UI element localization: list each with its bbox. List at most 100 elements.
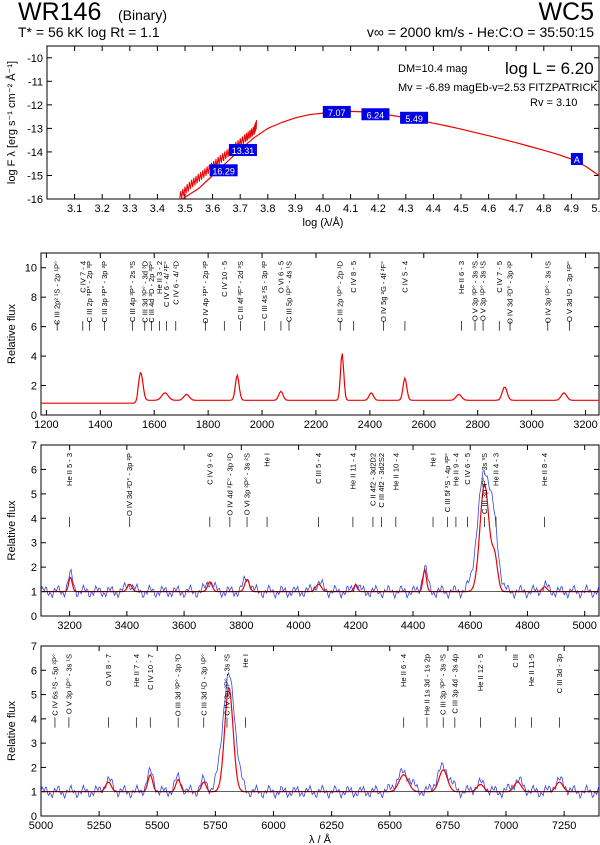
line-id-label: O V 3p ¹P° - 3s ¹S	[64, 654, 73, 714]
x-tick-label: 4400	[401, 620, 425, 632]
line-id-label: C III	[511, 654, 520, 668]
line-id-label: C IV 3p ²P° - 3s ²S	[223, 654, 232, 716]
line-id-label: C III 3d - 3p	[555, 654, 564, 693]
line-id-label: C IV 9 - 6	[205, 453, 214, 485]
line-id-label: He II 11-5	[527, 654, 536, 686]
line-id-label: He II 12 - 5	[476, 654, 485, 691]
line-id-label: C IV 6 - 5	[463, 453, 472, 485]
x-axis-label: log (λ/Å)	[303, 216, 344, 229]
axes-frame	[40, 444, 600, 617]
line-id-label: C IV 10 - 5	[220, 261, 229, 297]
x-tick-label: 3000	[519, 419, 543, 431]
line-id-label: C III 3p ³P° - 3s ³S	[439, 654, 448, 715]
binary-label: (Binary)	[118, 7, 168, 23]
y-tick-label: 4	[31, 351, 37, 363]
line-id-label: C IV 7 - 5	[495, 261, 504, 293]
x-tick-label: 3600	[172, 620, 196, 632]
photometry-box-label: A	[574, 155, 580, 165]
line-id-label: He II 7 - 4	[132, 654, 141, 687]
line-id-label: C III 2p² ¹S - 2p ¹P°	[53, 261, 62, 325]
line-id-label: C III 5p ¹P° - 4s ¹S	[285, 261, 294, 322]
y-tick-label: 3	[31, 738, 37, 750]
x-tick-label: 3.5	[177, 203, 192, 215]
x-tick-label: 3.9	[288, 203, 303, 215]
y-tick-label: 7	[31, 440, 37, 452]
line-id-label: O IV 5g ²G - 4f ²F°	[379, 261, 388, 322]
y-tick-label: -11	[28, 76, 43, 88]
photometry-box	[400, 111, 429, 124]
y-tick-label: -10	[27, 53, 43, 65]
y-tick-label: 0	[31, 611, 37, 623]
line-id-label: O IV 4d ²F° - 3p ²D	[225, 452, 234, 515]
x-tick-label: 5500	[145, 820, 169, 832]
y-tick-label: 7	[31, 641, 37, 653]
line-id-label: C III 4f2 - 3d2S2	[377, 453, 386, 508]
line-id-label: C III 3p 4d - 3s 4p	[450, 654, 459, 714]
line-id-label: C III 3d ³P° - 3d ³D	[140, 260, 149, 322]
y-tick-label: 10	[25, 263, 37, 275]
photometry-box	[322, 105, 351, 118]
model-sed-line	[181, 110, 599, 199]
line-id-label: O VI 6 - 5	[276, 261, 285, 293]
y-axis-label: Relative flux	[6, 701, 18, 761]
y-tick-label: -12	[27, 100, 43, 112]
line-id-label: He I	[429, 453, 438, 467]
panel-sed: 3.1 3.2 3.3 3.4 3.5 3.6 3.7 3.8 3.9 4.0 4.1 4.2 4.3 4…	[5, 45, 600, 229]
x-tick-label: 2800	[465, 419, 489, 431]
x-tick-label: 4.3	[398, 203, 413, 215]
star-name: WR146	[18, 0, 102, 26]
line-id-label: C III 5f ³S - 4p ³P°	[443, 453, 452, 512]
mv-annotation: Mv = -6.89 mag	[398, 82, 475, 94]
x-tick-label: 5000	[29, 820, 53, 832]
line-id-label: He I	[241, 654, 250, 668]
panel-optical: 3200 3400 3600 3800 4000 4200 4400 4600 4800 5000…	[6, 440, 600, 632]
x-tick-label: 4.0	[315, 203, 330, 215]
x-tick-label: 6250	[319, 820, 343, 832]
line-id-label: C IV 6 - 4/ ²F°	[162, 261, 171, 307]
observed-spectrum-line	[41, 469, 599, 600]
line-id-label: C IV 7 - 4	[78, 261, 87, 293]
line-id-label: He II 1s 3d - 1s 2p	[422, 654, 431, 715]
x-tick-label: 4.1	[343, 203, 358, 215]
x-tick-label: 5000	[572, 620, 596, 632]
line-id-label: He II 8 - 4	[540, 453, 549, 486]
x-tick-label: 1800	[196, 419, 220, 431]
model-spectrum-line	[41, 686, 599, 793]
model-spectrum-line	[41, 353, 599, 404]
x-tick-label: 1600	[142, 419, 166, 431]
axes-frame	[40, 645, 600, 817]
line-id-label: C IV 6s ²S - 5p ²P°	[50, 654, 59, 716]
x-tick-label: 4.2	[371, 203, 386, 215]
line-id-label: C III 4d ³D - 2p ³P°	[147, 261, 156, 323]
x-tick-label: 1200	[34, 419, 58, 431]
observed-spectrum-line	[41, 671, 599, 800]
dm-annotation: DM=10.4 mag	[398, 63, 467, 75]
line-id-label: O IV 3d ²D° - 3p ²P	[506, 261, 515, 324]
panel-uv: 1200 1400 1600 1800 2000 2200 2400 2600 2800 3000…	[6, 252, 600, 431]
photometry-box-label: 5.49	[405, 114, 423, 124]
photometry-box-label: 13.31	[232, 146, 255, 156]
y-tick-label: 6	[31, 322, 37, 334]
y-tick-label: 6	[31, 464, 37, 476]
line-id-label: He II 3 - 2	[155, 261, 164, 294]
x-tick-label: 6000	[261, 820, 285, 832]
y-tick-label: 8	[31, 292, 37, 304]
x-tick-label: 1400	[88, 419, 112, 431]
x-tick-label: 4200	[344, 620, 368, 632]
line-id-label: C IV 8 - 5	[349, 261, 358, 293]
y-tick-label: -15	[27, 170, 43, 182]
line-id-label: He II 11 - 4	[348, 453, 357, 490]
y-tick-label: 0	[31, 811, 37, 823]
y-tick-label: 3	[31, 538, 37, 550]
x-tick-label: 4800	[515, 620, 539, 632]
y-tick-label: 4	[31, 513, 37, 525]
wind-params: v∞ = 2000 km/s - He:C:O = 35:50:15	[366, 24, 594, 40]
line-id-label: O IV 4p ²P° - 2p ²P	[201, 261, 210, 324]
photometry-box-label: 6.24	[367, 110, 385, 120]
x-tick-label: 3.4	[150, 203, 165, 215]
line-id-label: O V 3p ³P° - 3s ³S	[471, 261, 480, 321]
line-id-label: C IV 10 - 7	[146, 654, 155, 690]
line-id-label: C III 3d ¹D - 3p ¹P°	[199, 654, 208, 716]
